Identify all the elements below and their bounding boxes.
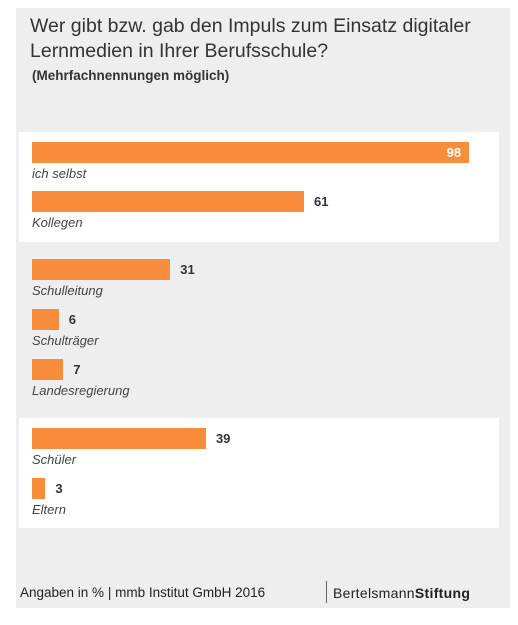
value-label-1: 61: [314, 194, 329, 209]
value-label-3: 6: [68, 312, 76, 327]
value-label-6: 3: [55, 481, 63, 496]
source-footer: Angaben in % | mmb Institut GmbH 2016: [20, 585, 266, 600]
value-label-0: 98: [446, 145, 462, 160]
bar-0: [32, 142, 470, 163]
bar-4: [32, 359, 64, 380]
category-label-1: Kollegen: [32, 215, 83, 230]
value-label-5: 39: [215, 431, 231, 446]
category-label-3: Schulträger: [32, 333, 99, 348]
value-label-4: 7: [73, 362, 81, 377]
bertelsmann-stiftung-logo: BertelsmannStiftung: [333, 585, 471, 601]
category-label-0: ich selbst: [32, 166, 87, 181]
category-label-5: Schüler: [32, 452, 77, 467]
bar-3: [32, 309, 59, 330]
category-label-6: Eltern: [32, 502, 66, 517]
bar-1: [32, 191, 305, 212]
chart-subtitle: (Mehrfachnennungen möglich): [32, 68, 230, 83]
bar-2: [32, 259, 171, 280]
bar-6: [32, 478, 46, 499]
category-label-4: Landesregierung: [32, 383, 130, 398]
category-label-2: Schulleitung: [32, 283, 103, 298]
footer-divider: [326, 581, 327, 603]
value-label-2: 31: [180, 262, 195, 277]
bar-5: [32, 428, 206, 449]
chart-title: Wer gibt bzw. gab den Impuls zum Einsatz…: [30, 15, 471, 62]
